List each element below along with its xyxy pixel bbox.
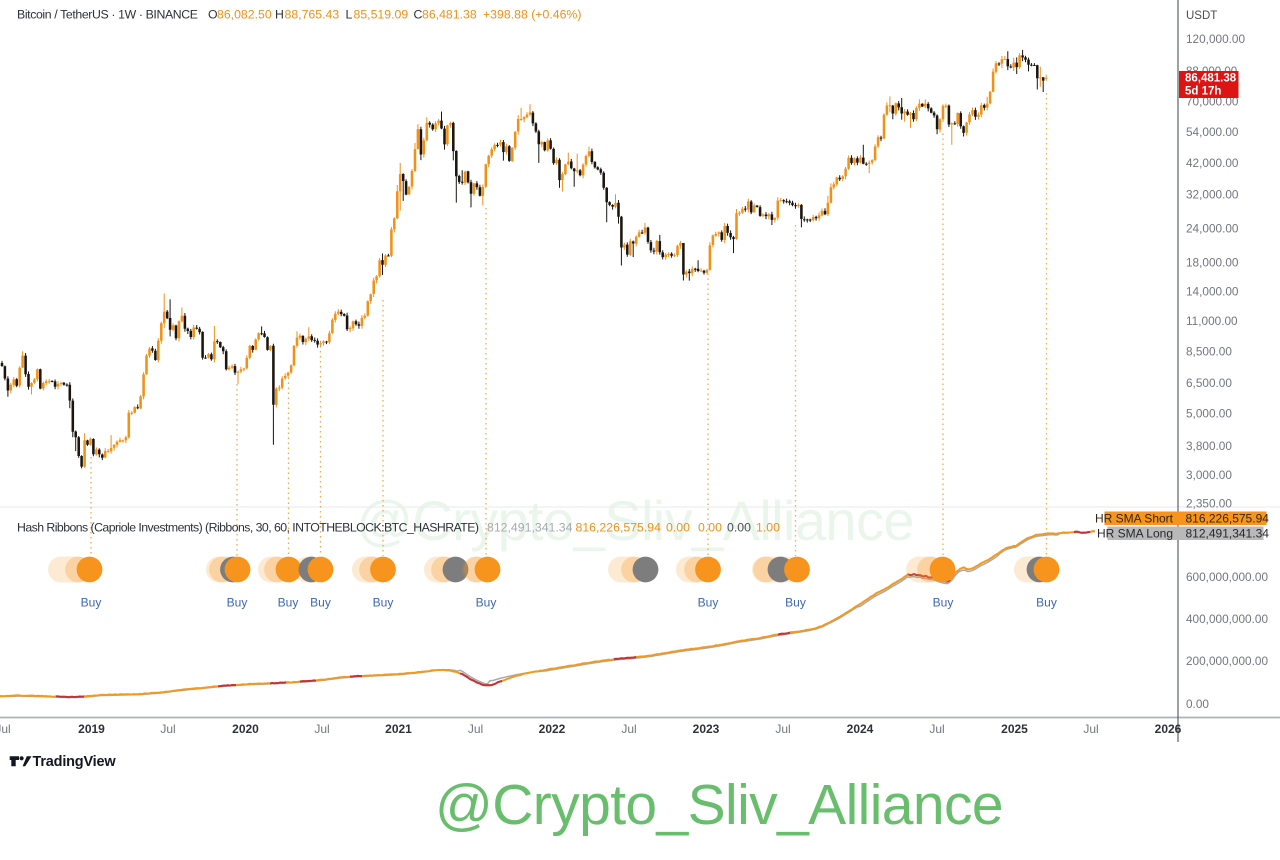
- svg-text:Buy: Buy: [933, 596, 954, 610]
- svg-text:6,500.00: 6,500.00: [1186, 376, 1232, 390]
- svg-text:14,000.00: 14,000.00: [1186, 285, 1239, 299]
- svg-text:816,226,575.94: 816,226,575.94: [1186, 512, 1270, 526]
- svg-text:@Crypto_Sliv_Alliance: @Crypto_Sliv_Alliance: [435, 773, 1003, 837]
- svg-text:200,000,000.00: 200,000,000.00: [1186, 654, 1268, 668]
- svg-text:3,800.00: 3,800.00: [1186, 439, 1232, 453]
- svg-text:0.00: 0.00: [1186, 697, 1209, 711]
- svg-text:Buy: Buy: [81, 596, 102, 610]
- svg-text:HR SMA Short: HR SMA Short: [1095, 512, 1174, 526]
- svg-text:8,500.00: 8,500.00: [1186, 345, 1232, 359]
- svg-text:120,000.00: 120,000.00: [1186, 32, 1245, 46]
- svg-text:2019: 2019: [78, 722, 105, 736]
- svg-text:24,000.00: 24,000.00: [1186, 222, 1239, 236]
- svg-text:Jul: Jul: [314, 722, 329, 736]
- svg-text:Hash Ribbons (Capriole Investm: Hash Ribbons (Capriole Investments) (Rib…: [17, 521, 780, 535]
- svg-text:2026: 2026: [1155, 722, 1182, 736]
- svg-text:Buy: Buy: [476, 596, 497, 610]
- svg-text:Buy: Buy: [278, 596, 299, 610]
- svg-text:5,000.00: 5,000.00: [1186, 407, 1232, 421]
- svg-text:2020: 2020: [232, 722, 259, 736]
- svg-text:2,350.00: 2,350.00: [1186, 497, 1232, 511]
- svg-text:2022: 2022: [539, 722, 566, 736]
- svg-text:Buy: Buy: [785, 596, 806, 610]
- svg-text:TradingView: TradingView: [33, 754, 117, 770]
- svg-text:Jul: Jul: [1083, 722, 1098, 736]
- svg-text:400,000,000.00: 400,000,000.00: [1186, 612, 1268, 626]
- svg-text:Jul: Jul: [160, 722, 175, 736]
- svg-text:Buy: Buy: [373, 596, 394, 610]
- svg-text:600,000,000.00: 600,000,000.00: [1186, 570, 1268, 584]
- svg-text:@Crypto_Sliv_Alliance: @Crypto_Sliv_Alliance: [356, 489, 914, 552]
- svg-text:Jul: Jul: [929, 722, 944, 736]
- svg-text:2024: 2024: [847, 722, 874, 736]
- svg-text:5d 17h: 5d 17h: [1185, 86, 1221, 98]
- svg-text:Jul: Jul: [0, 722, 11, 736]
- svg-text:86,481.38: 86,481.38: [1185, 73, 1237, 85]
- svg-text:2025: 2025: [1001, 722, 1028, 736]
- svg-text:Bitcoin / TetherUS · 1W · BINA: Bitcoin / TetherUS · 1W · BINANCE O86,082…: [17, 8, 581, 22]
- svg-text:18,000.00: 18,000.00: [1186, 256, 1239, 270]
- svg-text:42,000.00: 42,000.00: [1186, 156, 1239, 170]
- svg-text:Buy: Buy: [227, 596, 248, 610]
- svg-text:HR SMA Long: HR SMA Long: [1097, 527, 1173, 541]
- svg-text:Buy: Buy: [698, 596, 719, 610]
- svg-text:2023: 2023: [693, 722, 720, 736]
- svg-text:Jul: Jul: [621, 722, 636, 736]
- svg-text:812,491,341.34: 812,491,341.34: [1186, 527, 1270, 541]
- svg-text:3,000.00: 3,000.00: [1186, 468, 1232, 482]
- svg-text:54,000.00: 54,000.00: [1186, 125, 1239, 139]
- svg-text:Jul: Jul: [468, 722, 483, 736]
- svg-text:2021: 2021: [385, 722, 412, 736]
- svg-text:Jul: Jul: [775, 722, 790, 736]
- svg-text:Buy: Buy: [1036, 596, 1057, 610]
- svg-text:32,000.00: 32,000.00: [1186, 188, 1239, 202]
- svg-text:Buy: Buy: [310, 596, 331, 610]
- svg-text:11,000.00: 11,000.00: [1186, 314, 1238, 328]
- svg-text:USDT: USDT: [1186, 10, 1217, 22]
